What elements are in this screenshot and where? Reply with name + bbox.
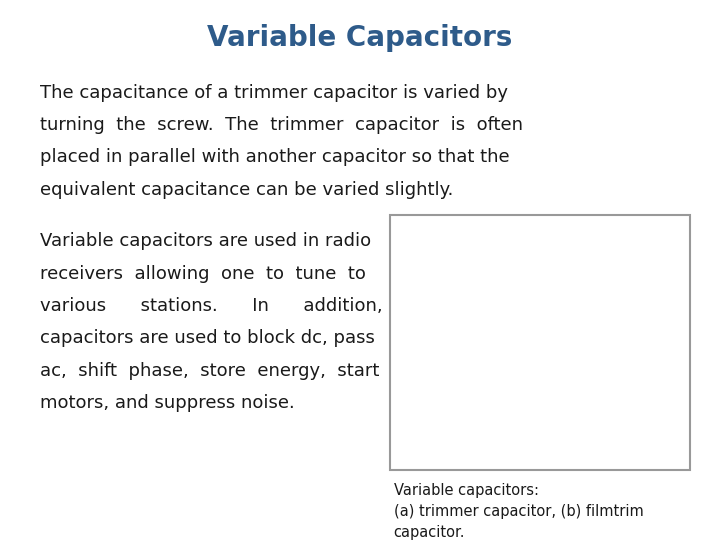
Text: (a) trimmer capacitor, (b) filmtrim: (a) trimmer capacitor, (b) filmtrim <box>394 504 644 519</box>
Text: ac,  shift  phase,  store  energy,  start: ac, shift phase, store energy, start <box>40 362 379 380</box>
Text: various      stations.      In      addition,: various stations. In addition, <box>40 297 382 315</box>
Ellipse shape <box>616 254 657 316</box>
Text: (a): (a) <box>546 341 563 354</box>
Ellipse shape <box>500 359 565 376</box>
Text: capacitor.: capacitor. <box>394 524 465 539</box>
Text: capacitors are used to block dc, pass: capacitors are used to block dc, pass <box>40 329 374 347</box>
Ellipse shape <box>495 421 571 441</box>
Bar <box>625 282 648 290</box>
FancyArrow shape <box>377 241 524 280</box>
Text: placed in parallel with another capacitor so that the: placed in parallel with another capacito… <box>40 148 509 166</box>
Bar <box>527 353 539 365</box>
Ellipse shape <box>516 258 552 313</box>
Text: motors, and suppress noise.: motors, and suppress noise. <box>40 394 294 412</box>
Text: receivers  allowing  one  to  tune  to: receivers allowing one to tune to <box>40 265 366 282</box>
Text: turning  the  screw.  The  trimmer  capacitor  is  often: turning the screw. The trimmer capacitor… <box>40 116 523 134</box>
Text: Variable Capacitors: Variable Capacitors <box>207 24 513 52</box>
Text: Variable capacitors:: Variable capacitors: <box>394 483 539 498</box>
FancyBboxPatch shape <box>397 225 680 345</box>
FancyBboxPatch shape <box>502 427 564 455</box>
Text: Variable capacitors are used in radio: Variable capacitors are used in radio <box>40 232 371 250</box>
Text: equivalent capacitance can be varied slightly.: equivalent capacitance can be varied sli… <box>40 181 453 199</box>
FancyBboxPatch shape <box>490 365 575 437</box>
Text: The capacitance of a trimmer capacitor is varied by: The capacitance of a trimmer capacitor i… <box>40 84 508 102</box>
Ellipse shape <box>533 250 635 320</box>
Text: (b): (b) <box>546 456 563 469</box>
FancyBboxPatch shape <box>435 350 631 460</box>
